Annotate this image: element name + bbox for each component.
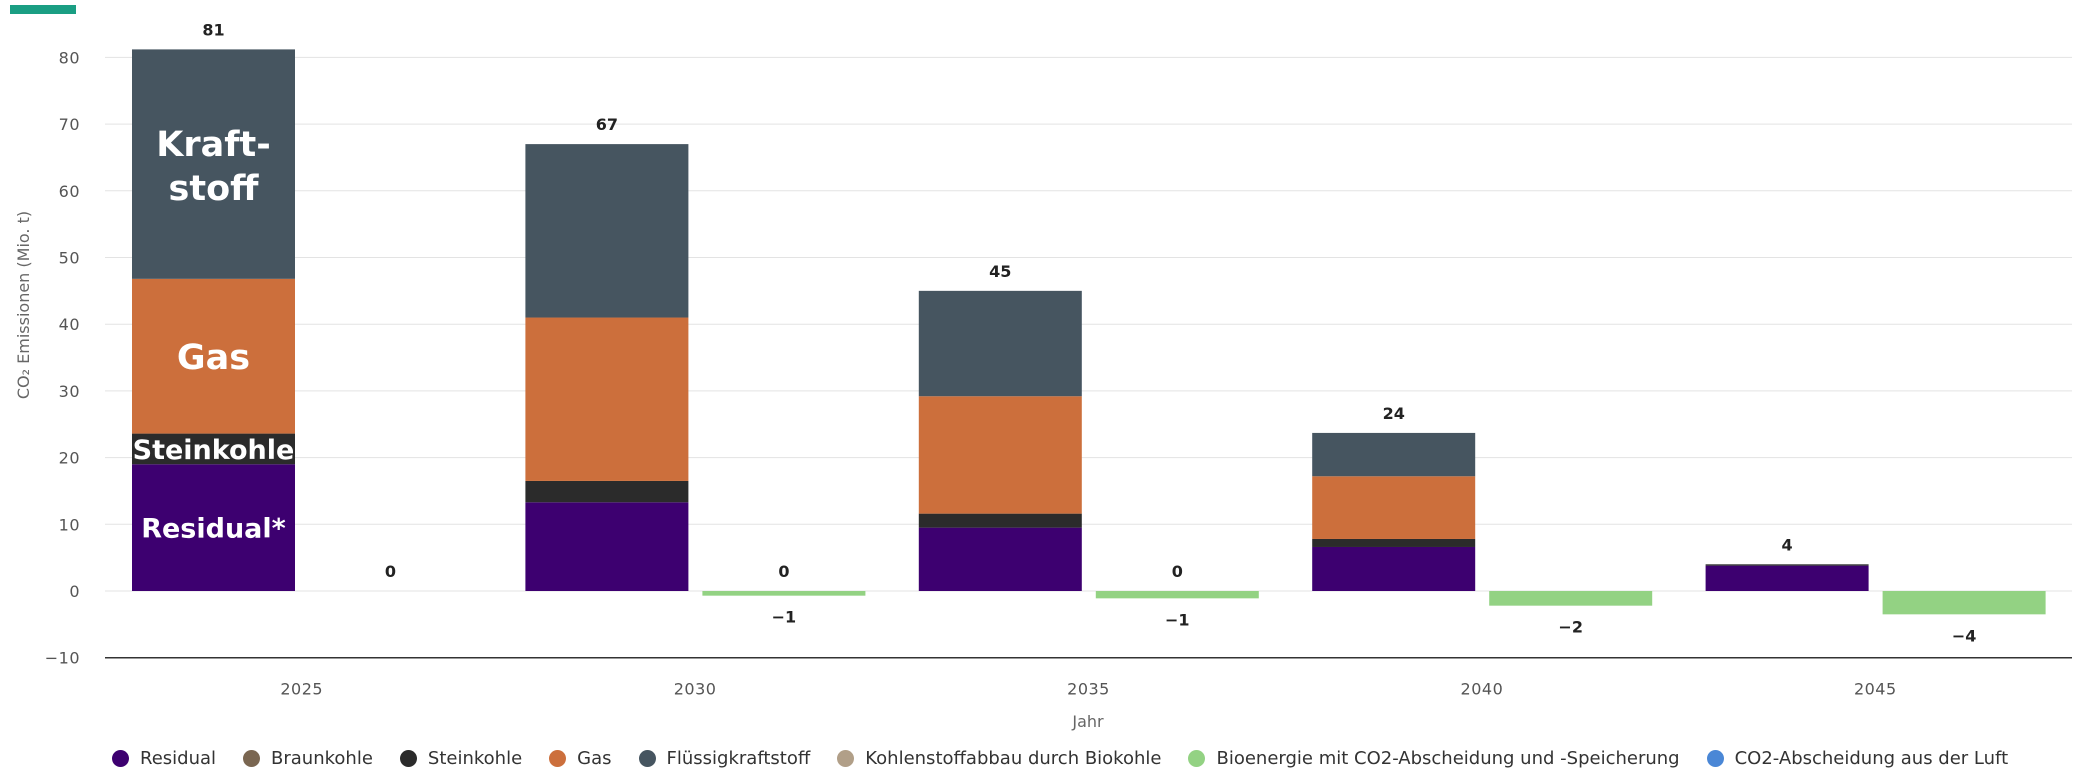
y-tick-label: −10	[45, 649, 80, 668]
legend-item-braunkohle[interactable]: Braunkohle	[243, 748, 373, 769]
removal-bottom-label-2045: −4	[1952, 626, 1977, 645]
inline-label-gas: Gas	[177, 338, 250, 378]
legend-item-steinkohle[interactable]: Steinkohle	[399, 748, 523, 769]
bar-steinkohle-2025	[132, 433, 295, 465]
y-tick-label: 40	[59, 315, 80, 334]
bar-flüssigkraftstoff-2040	[1312, 432, 1476, 477]
bar-bioenergie-mit-co2-abscheidung-und-speicherung-2030	[702, 591, 866, 596]
total-label-2040: 24	[1383, 404, 1405, 423]
legend: Residual Braunkohle Steinkohle Gas Flüssigkr…	[112, 748, 2035, 769]
legend-label: Bioenergie mit CO2-Abscheidung und -Spei…	[1216, 748, 1680, 769]
legend-label: CO2-Abscheidung aus der Luft	[1734, 748, 2009, 769]
bar-bioenergie-mit-co2-abscheidung-und-speicherung-2035	[1095, 591, 1259, 599]
removal-bottom-label-2040: −2	[1558, 618, 1583, 637]
legend-label: Kohlenstoffabbau durch Biokohle	[865, 748, 1162, 769]
legend-item-bioenergie-mit-co2-abscheidung-und-speicherung[interactable]: Bioenergie mit CO2-Abscheidung und -Spei…	[1188, 748, 1680, 769]
removal-top-label-2035: 0	[1172, 562, 1183, 581]
bar-steinkohle-2030	[525, 480, 689, 503]
x-axis-title: Jahr	[1071, 712, 1104, 731]
bar-flüssigkraftstoff-2035	[918, 290, 1082, 397]
bar-steinkohle-2040	[1312, 538, 1476, 547]
x-tick-label: 2035	[1067, 680, 1110, 699]
accent-bar	[10, 5, 76, 14]
y-axis-title: CO₂ Emissionen (Mio. t)	[14, 211, 33, 399]
y-tick-label: 30	[59, 382, 80, 401]
total-label-2045: 4	[1782, 535, 1793, 554]
legend-dot-icon	[243, 750, 261, 767]
bar-residual-2045	[1705, 565, 1869, 591]
x-tick-label: 2045	[1854, 680, 1897, 699]
legend-dot-icon	[399, 750, 417, 767]
legend-label: Flüssigkraftstoff	[666, 748, 811, 769]
y-tick-label: 0	[69, 582, 80, 601]
inline-labels: Residual* Steinkohle Gas Kraft-stoff	[133, 125, 295, 545]
inline-label-kraftstoff-line2: stoff	[169, 169, 260, 209]
y-axis-ticks: −10 0 10 20 30 40 50 60 70 80	[45, 48, 80, 667]
legend-label: Steinkohle	[427, 748, 523, 769]
bar-gas-2035	[918, 396, 1082, 514]
total-labels: 81 0 67 0 −1 45 0 −1 24 −2 4 −4	[202, 20, 1976, 645]
y-tick-label: 70	[59, 115, 80, 134]
y-tick-label: 10	[59, 515, 80, 534]
x-axis-ticks: 2025 2030 2035 2040 2045	[280, 680, 1896, 699]
legend-label: Gas	[577, 748, 612, 769]
legend-dot-icon	[1706, 750, 1724, 767]
x-tick-label: 2025	[280, 680, 323, 699]
bar-bioenergie-mit-co2-abscheidung-und-speicherung-2045	[1882, 591, 2046, 615]
legend-dot-icon	[638, 750, 656, 767]
bar-residual-2025	[132, 464, 295, 591]
legend-dot-icon	[549, 750, 567, 767]
y-tick-label: 80	[59, 48, 80, 67]
bar-bioenergie-mit-co2-abscheidung-und-speicherung-2040	[1489, 591, 1653, 606]
legend-item-residual[interactable]: Residual	[112, 748, 216, 769]
grid-lines	[105, 56, 2072, 592]
legend-item-gas[interactable]: Gas	[549, 748, 612, 769]
bar-steinkohle-2045	[1705, 564, 1869, 566]
inline-label-steinkohle: Steinkohle	[133, 435, 295, 466]
bar-steinkohle-2035	[918, 513, 1082, 528]
bar-gas-2040	[1312, 476, 1476, 539]
inline-label-kraftstoff-line1: Kraft-	[156, 125, 271, 165]
legend-label: Residual	[140, 748, 217, 769]
bar-gas-2030	[525, 317, 689, 481]
removal-top-label-2030: 0	[778, 562, 789, 581]
legend-dot-icon	[837, 750, 855, 767]
inline-label-residual: Residual*	[141, 514, 286, 545]
y-tick-label: 50	[59, 249, 80, 268]
bars	[132, 49, 2046, 615]
legend-dot-icon	[1188, 750, 1206, 767]
bar-flüssigkraftstoff-2025	[132, 49, 295, 279]
legend-item-co2-abscheidung-aus-der-luft[interactable]: CO2-Abscheidung aus der Luft	[1706, 748, 2009, 769]
bar-residual-2035	[918, 527, 1082, 591]
removal-bottom-label-2030: −1	[772, 608, 797, 627]
legend-dot-icon	[112, 750, 129, 767]
x-tick-label: 2040	[1461, 680, 1504, 699]
bar-residual-2030	[525, 502, 689, 591]
total-label-2025: 81	[202, 20, 224, 39]
legend-label: Braunkohle	[271, 748, 373, 769]
bar-gas-2025	[132, 278, 295, 434]
total-label-2035: 45	[989, 262, 1011, 281]
bar-flüssigkraftstoff-2030	[525, 144, 689, 318]
total-label-2030: 67	[596, 115, 618, 134]
x-tick-label: 2030	[674, 680, 717, 699]
y-tick-label: 60	[59, 182, 80, 201]
removal-bottom-label-2035: −1	[1165, 610, 1190, 629]
legend-item-kohlenstoffabbau-durch-biokohle[interactable]: Kohlenstoffabbau durch Biokohle	[837, 748, 1161, 769]
legend-item-flüssigkraftstoff[interactable]: Flüssigkraftstoff	[638, 748, 811, 769]
bar-residual-2040	[1312, 546, 1476, 591]
removal-top-label-2025: 0	[385, 562, 396, 581]
y-tick-label: 20	[59, 449, 80, 468]
